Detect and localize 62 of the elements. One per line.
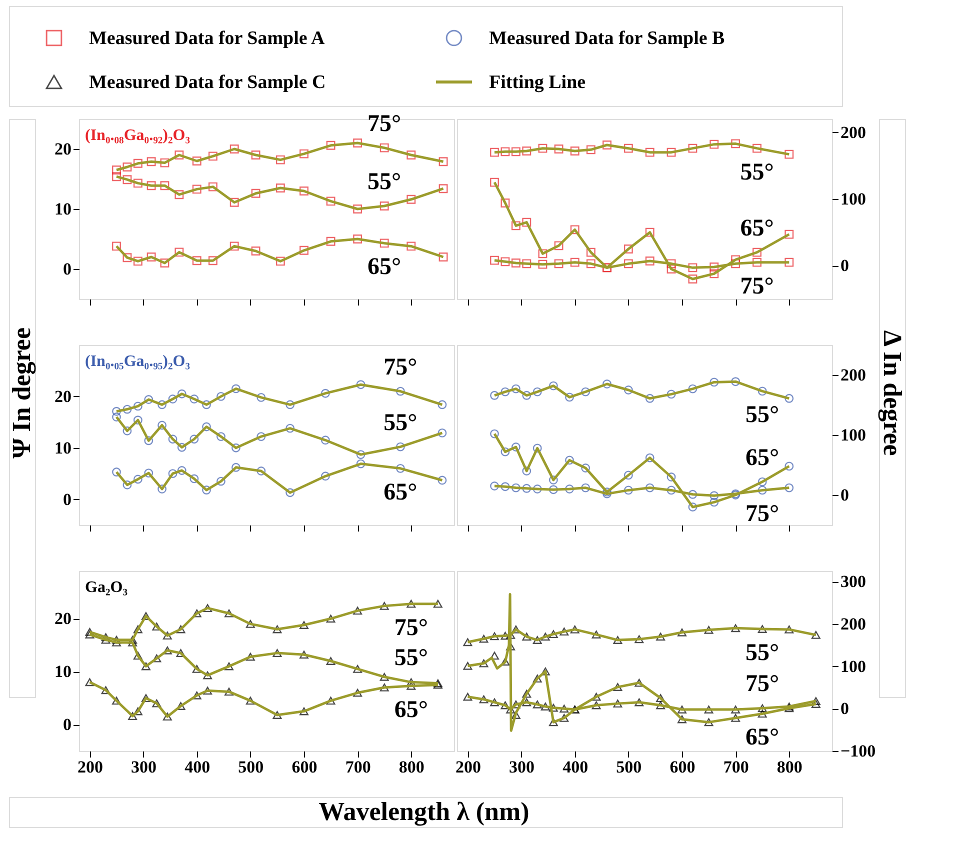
annotation: 75° <box>384 354 418 380</box>
annotation: 75° <box>746 671 780 698</box>
x-axis-title: Wavelength λ (nm) <box>318 797 530 826</box>
annotation: 65° <box>394 696 428 723</box>
y-tick-label: 20 <box>54 140 72 158</box>
legend-label: Measured Data for Sample B <box>489 28 726 49</box>
x-tick-label: 600 <box>292 758 318 776</box>
y-tick-label: 20 <box>54 386 72 406</box>
legend-label: Measured Data for Sample C <box>89 72 326 93</box>
annotation: 65° <box>740 215 774 242</box>
x-tick-label: 300 <box>131 758 157 776</box>
y-axis-title: Ψ In degree <box>7 327 36 459</box>
y-axis-title: Δ In degree <box>878 330 907 456</box>
x-tick-label: 300 <box>509 758 535 776</box>
x-tick-label: 700 <box>723 758 749 776</box>
annotation: 75° <box>368 110 402 137</box>
y-tick-label: 100 <box>840 426 866 444</box>
legend-label: Fitting Line <box>489 72 586 93</box>
annotation: 55° <box>384 410 418 436</box>
annotation: Ga₂O₃ <box>85 579 128 596</box>
y-tick-label: 0 <box>63 715 72 734</box>
annotation: 65° <box>384 479 418 506</box>
y-tick-label: 10 <box>54 438 72 458</box>
y-tick-label: 0 <box>840 699 849 718</box>
y-tick-label: 100 <box>840 656 866 676</box>
y-tick-label: 20 <box>54 609 72 628</box>
annotation: 75° <box>746 501 780 528</box>
annotation: 55° <box>368 169 402 195</box>
annotation: 55° <box>746 640 780 666</box>
y-tick-label: 10 <box>54 200 72 218</box>
legend-label: Measured Data for Sample A <box>89 28 326 49</box>
y-tick-label: 200 <box>840 122 866 142</box>
y-tick-label: 0 <box>840 486 849 504</box>
y-tick-label: 100 <box>840 190 866 208</box>
annotation: 65° <box>746 724 780 751</box>
annotation: (In₀.₀₅Ga₀.₉₅)₂O₃ <box>85 353 190 370</box>
y-tick-label: 300 <box>840 572 866 592</box>
x-tick-label: 200 <box>77 758 103 776</box>
y-tick-label: 200 <box>840 614 866 634</box>
y-tick-label: 10 <box>54 662 72 682</box>
annotation: (In₀.₀₈Ga₀.₉₂)₂O₃ <box>85 127 190 144</box>
x-tick-label: 200 <box>455 758 481 776</box>
annotation: 65° <box>368 254 402 280</box>
x-tick-label: 500 <box>616 758 642 776</box>
x-tick-label: 600 <box>670 758 696 776</box>
annotation: 75° <box>740 273 774 300</box>
y-tick-label: −100 <box>840 742 876 760</box>
annotation: 55° <box>746 402 780 428</box>
x-tick-label: 500 <box>238 758 264 776</box>
y-tick-label: 0 <box>63 490 72 509</box>
x-tick-label: 400 <box>562 758 588 776</box>
y-tick-label: 0 <box>63 260 72 278</box>
x-tick-label: 700 <box>345 758 371 776</box>
y-tick-label: 200 <box>840 366 866 384</box>
y-tick-label: 0 <box>840 256 849 276</box>
annotation: 75° <box>394 614 428 641</box>
x-tick-label: 800 <box>398 758 424 776</box>
annotation: 55° <box>740 159 774 186</box>
x-tick-label: 800 <box>776 758 802 776</box>
x-tick-label: 400 <box>184 758 210 776</box>
annotation: 55° <box>394 645 428 672</box>
annotation: 65° <box>746 444 780 471</box>
